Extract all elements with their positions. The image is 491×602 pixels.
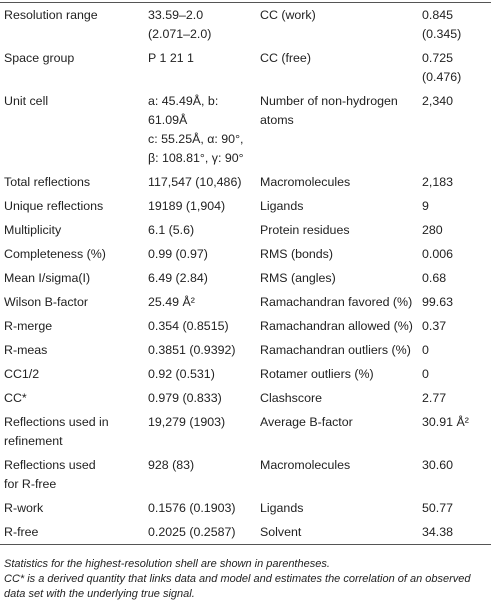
table-row: Space group P 1 21 1 CC (free) 0.725 (0.476… [0, 46, 491, 89]
cell-value: 2,183 [422, 174, 454, 189]
table-row: R-meas 0.3851 (0.9392) Ramachandran outlie… [0, 338, 491, 362]
cell-parameter: Mean I/sigma(I) [4, 270, 91, 285]
cell-value: 50.77 [422, 500, 454, 515]
cell-parameter: R-merge [4, 318, 53, 333]
cell-value: 19189 (1,904) [148, 198, 226, 213]
cell-parameter: Solvent [260, 524, 302, 539]
cell-value: 25.49 Å² [148, 294, 195, 309]
cell-value: 0.92 (0.531) [148, 366, 215, 381]
table-row: Reflections used for R-free 928 (83) Macro… [0, 453, 491, 496]
cell-parameter: Completeness (%) [4, 246, 106, 261]
table-row: Multiplicity 6.1 (5.6) Protein residues 280 [0, 218, 491, 242]
table-row: Total reflections 117,547 (10,486) Macromo… [0, 170, 491, 194]
cell-value: 9 [422, 198, 429, 213]
cell-parameter: CC1/2 [4, 366, 40, 381]
table-row: R-free 0.2025 (0.2587) Solvent 34.38 [0, 520, 491, 545]
cell-value: 0.3851 (0.9392) [148, 342, 236, 357]
cell-value: 0.1576 (0.1903) [148, 500, 236, 515]
cell-parameter: Unique reflections [4, 198, 104, 213]
cell-value: 0.354 (0.8515) [148, 318, 229, 333]
cell-parameter: R-meas [4, 342, 48, 357]
table-row: R-merge 0.354 (0.8515) Ramachandran allowe… [0, 314, 491, 338]
cell-parameter: Ligands [260, 198, 304, 213]
cell-value: 6.49 (2.84) [148, 270, 208, 285]
cell-value: 30.91 Å² [422, 414, 469, 429]
table-row: CC1/2 0.92 (0.531) Rotamer outliers (%) 0 [0, 362, 491, 386]
cell-parameter: Clashscore [260, 390, 322, 405]
cell-parameter: Space group [4, 50, 75, 65]
cell-parameter: Wilson B-factor [4, 294, 88, 309]
table-row: Wilson B-factor 25.49 Å² Ramachandran favo… [0, 290, 491, 314]
table-row: Mean I/sigma(I) 6.49 (2.84) RMS (angles) 0.… [0, 266, 491, 290]
cell-parameter: Reflections used in refinement [4, 414, 109, 448]
cell-value: 0.725 (0.476) [422, 50, 462, 84]
cell-value: 19,279 (1903) [148, 414, 226, 429]
cell-value: 0 [422, 366, 429, 381]
table-row: Unique reflections 19189 (1,904) Ligands 9 [0, 194, 491, 218]
cell-value: 0.845 (0.345) [422, 7, 462, 41]
cell-parameter: Average B-factor [260, 414, 353, 429]
stats-table: Resolution range 33.59–2.0 (2.071–2.0) CC … [0, 2, 491, 545]
table-row: Completeness (%) 0.99 (0.97) RMS (bonds) 0.… [0, 242, 491, 266]
cell-value: 928 (83) [148, 457, 195, 472]
cell-parameter: Reflections used for R-free [4, 457, 96, 491]
cell-value: 34.38 [422, 524, 454, 539]
cell-parameter: CC (work) [260, 7, 316, 22]
cell-parameter: Ramachandran favored (%) [260, 294, 413, 309]
cell-value: 33.59–2.0 (2.071–2.0) [148, 7, 212, 41]
cell-value: 2.77 [422, 390, 447, 405]
footnote: Statistics for the highest-resolution sh… [4, 558, 330, 570]
table-body: Resolution range 33.59–2.0 (2.071–2.0) CC … [0, 3, 491, 545]
cell-parameter: Protein residues [260, 222, 350, 237]
cell-value: 280 [422, 222, 443, 237]
cell-value: 0.006 [422, 246, 454, 261]
cell-parameter: Ramachandran allowed (%) [260, 318, 413, 333]
footnote: CC* is a derived quantity that links dat… [4, 573, 471, 600]
cell-parameter: Macromolecules [260, 174, 351, 189]
cell-value: a: 45.49Å, b: 61.09Å c: 55.25Å, α: 90°, … [148, 93, 244, 165]
cell-value: 0.979 (0.833) [148, 390, 222, 405]
table-row: Resolution range 33.59–2.0 (2.071–2.0) CC … [0, 3, 491, 47]
cell-parameter: Total reflections [4, 174, 91, 189]
cell-parameter: Ramachandran outliers (%) [260, 342, 411, 357]
cell-parameter: Ligands [260, 500, 304, 515]
cell-parameter: CC* [4, 390, 27, 405]
cell-parameter: Unit cell [4, 93, 49, 108]
notes: Statistics for the highest-resolution sh… [0, 545, 491, 602]
cell-value: 117,547 (10,486) [148, 174, 242, 189]
cell-value: 0.68 [422, 270, 447, 285]
cell-parameter: CC (free) [260, 50, 311, 65]
cell-value: P 1 21 1 [148, 50, 194, 65]
cell-parameter: Rotamer outliers (%) [260, 366, 374, 381]
cell-parameter: Multiplicity [4, 222, 62, 237]
cell-value: 0.99 (0.97) [148, 246, 208, 261]
cell-parameter: Number of non-hydrogen atoms [260, 93, 398, 127]
table-row: Unit cell a: 45.49Å, b: 61.09Å c: 55.25Å,… [0, 89, 491, 170]
cell-value: 6.1 (5.6) [148, 222, 195, 237]
cell-parameter: R-free [4, 524, 39, 539]
cell-value: 30.60 [422, 457, 454, 472]
cell-parameter: Macromolecules [260, 457, 351, 472]
cell-value: 0.2025 (0.2587) [148, 524, 236, 539]
cell-parameter: RMS (bonds) [260, 246, 333, 261]
cell-parameter: Resolution range [4, 7, 98, 22]
cell-value: 0 [422, 342, 429, 357]
cell-value: 0.37 [422, 318, 447, 333]
cell-parameter: RMS (angles) [260, 270, 336, 285]
cell-value: 99.63 [422, 294, 454, 309]
table-row: R-work 0.1576 (0.1903) Ligands 50.77 [0, 496, 491, 520]
table-row: CC* 0.979 (0.833) Clashscore 2.77 [0, 386, 491, 410]
cell-parameter: R-work [4, 500, 44, 515]
table-row: Reflections used in refinement 19,279 (19… [0, 410, 491, 453]
cell-value: 2,340 [422, 93, 454, 108]
